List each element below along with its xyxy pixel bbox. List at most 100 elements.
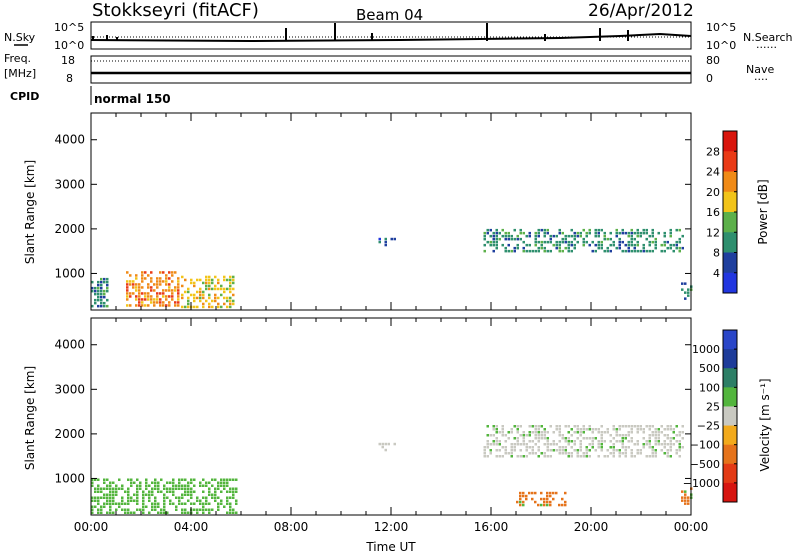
data-cell (171, 274, 174, 277)
data-cell (100, 496, 103, 499)
data-cell (147, 298, 150, 301)
data-cell (579, 449, 582, 452)
data-cell (543, 443, 546, 446)
data-cell (672, 437, 675, 440)
data-cell (193, 299, 196, 303)
data-cell (112, 493, 115, 496)
data-cell (103, 478, 106, 481)
data-cell (600, 443, 603, 446)
data-cell (220, 284, 223, 288)
data-cell (136, 487, 139, 490)
data-cell (489, 228, 492, 232)
data-cell (516, 431, 519, 434)
data-cell (91, 286, 94, 290)
data-cell (165, 277, 168, 280)
data-cell (205, 484, 208, 487)
data-cell (528, 249, 531, 253)
data-cell (525, 446, 528, 449)
data-cell (564, 446, 567, 449)
data-cell (169, 502, 172, 505)
data-cell (150, 295, 153, 298)
colorbar-tick-label: −100 (690, 439, 720, 452)
data-cell (591, 431, 594, 434)
data-cell (630, 237, 633, 241)
data-cell (537, 503, 540, 507)
data-cell (567, 246, 570, 250)
data-cell (135, 298, 138, 301)
cpid-value: normal 150 (94, 92, 171, 106)
data-cell (669, 234, 672, 238)
data-cell (133, 499, 136, 502)
colorbar-tick-label: 1000 (692, 343, 720, 356)
data-cell (531, 452, 534, 455)
data-cell (516, 443, 519, 446)
data-cell (564, 500, 567, 504)
data-cell (543, 228, 546, 232)
data-cell (91, 505, 94, 508)
data-cell (633, 237, 636, 241)
data-cell (663, 434, 666, 437)
data-cell (570, 446, 573, 449)
data-cell (510, 455, 513, 458)
data-cell (666, 449, 669, 452)
data-cell (232, 299, 235, 303)
data-cell (687, 291, 690, 294)
data-cell (124, 490, 127, 493)
nave-label: Nave (746, 63, 774, 76)
data-cell (118, 487, 121, 490)
data-cell (546, 446, 549, 449)
data-cell (645, 237, 648, 241)
data-cell (630, 437, 633, 440)
data-cell (555, 443, 558, 446)
data-cell (594, 231, 597, 235)
data-cell (147, 304, 150, 307)
data-cell (669, 455, 672, 458)
data-cell (163, 502, 166, 505)
data-cell (501, 228, 504, 232)
data-cell (681, 437, 684, 440)
data-cell (147, 292, 150, 295)
data-cell (97, 295, 100, 299)
data-cell (384, 237, 387, 241)
data-cell (525, 443, 528, 446)
data-cell (100, 508, 103, 511)
data-cell (217, 487, 220, 490)
data-cell (534, 237, 537, 241)
data-cell (202, 508, 205, 511)
data-cell (546, 449, 549, 452)
data-cell (591, 446, 594, 449)
data-cell (126, 298, 129, 301)
data-cell (193, 484, 196, 487)
data-cell (678, 449, 681, 452)
data-cell (163, 505, 166, 508)
data-cell (138, 289, 141, 292)
cpid-label: CPID (10, 90, 39, 103)
colorbar-swatch (723, 151, 737, 172)
data-cell (171, 298, 174, 301)
data-cell (144, 271, 147, 274)
data-cell (501, 434, 504, 437)
data-cell (522, 434, 525, 437)
data-cell (507, 452, 510, 455)
data-cell (384, 448, 387, 452)
nsky-label: N.Sky (4, 31, 36, 44)
data-cell (531, 431, 534, 434)
data-cell (223, 275, 226, 279)
data-cell (570, 434, 573, 437)
data-cell (139, 487, 142, 490)
data-cell (97, 502, 100, 505)
velocity-colorbar: 1000 500 100 25 −25 −100 −500 −1000 (683, 329, 738, 503)
data-cell (196, 305, 199, 309)
data-cell (106, 298, 109, 302)
data-cell (495, 425, 498, 428)
data-cell (558, 452, 561, 455)
data-cell (235, 511, 238, 514)
data-cell (187, 511, 190, 514)
data-cell (588, 228, 591, 232)
data-cell (624, 446, 627, 449)
data-cell (103, 487, 106, 490)
data-cell (603, 455, 606, 458)
data-cell (160, 508, 163, 511)
data-cell (543, 455, 546, 458)
data-cell (190, 496, 193, 499)
